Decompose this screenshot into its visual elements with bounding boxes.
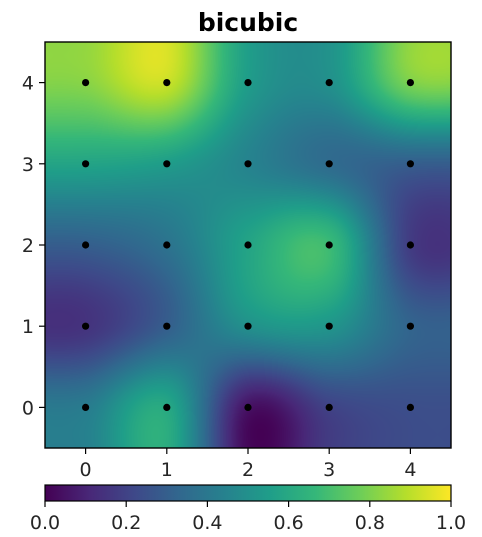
sample-points <box>82 79 414 411</box>
x-tick-label: 0 <box>80 459 92 481</box>
sample-point <box>163 79 171 87</box>
chart-title: bicubic <box>198 8 298 37</box>
sample-point <box>244 79 252 87</box>
sample-point <box>325 403 333 411</box>
sample-point <box>406 322 414 330</box>
y-tick-label: 0 <box>22 397 34 419</box>
colorbar-tick-label: 0.0 <box>30 512 60 534</box>
colorbar <box>44 484 452 502</box>
sample-point <box>244 403 252 411</box>
colorbar-tick-label: 0.4 <box>192 512 222 534</box>
x-tick-label: 2 <box>242 459 254 481</box>
sample-point <box>82 322 90 330</box>
x-axis: 0 1 2 3 4 <box>80 448 416 481</box>
x-tick-label: 3 <box>323 459 335 481</box>
colorbar-tick-label: 0.8 <box>355 512 385 534</box>
sample-point <box>82 403 90 411</box>
sample-point <box>244 241 252 249</box>
x-tick-label: 1 <box>161 459 173 481</box>
sample-point <box>325 160 333 168</box>
sample-point <box>244 322 252 330</box>
colorbar-ticks: 0.0 0.2 0.4 0.6 0.8 1.0 <box>30 501 466 534</box>
sample-point <box>82 241 90 249</box>
sample-point <box>244 160 252 168</box>
colorbar-tick-label: 0.2 <box>111 512 141 534</box>
sample-point <box>325 322 333 330</box>
sample-point <box>82 160 90 168</box>
sample-point <box>406 241 414 249</box>
colorbar-tick-label: 0.6 <box>273 512 303 534</box>
y-tick-label: 3 <box>22 154 34 176</box>
sample-point <box>82 79 90 87</box>
y-tick-label: 2 <box>22 235 34 257</box>
sample-point <box>163 403 171 411</box>
sample-point <box>406 160 414 168</box>
sample-point <box>163 160 171 168</box>
x-tick-label: 4 <box>404 459 416 481</box>
y-tick-label: 1 <box>22 316 34 338</box>
sample-point <box>406 79 414 87</box>
sample-point <box>325 241 333 249</box>
sample-point <box>406 403 414 411</box>
sample-point <box>163 241 171 249</box>
sample-point <box>325 79 333 87</box>
y-tick-label: 4 <box>22 73 34 95</box>
colorbar-tick-label: 1.0 <box>436 512 466 534</box>
sample-point <box>163 322 171 330</box>
y-axis: 0 1 2 3 4 <box>22 73 45 419</box>
